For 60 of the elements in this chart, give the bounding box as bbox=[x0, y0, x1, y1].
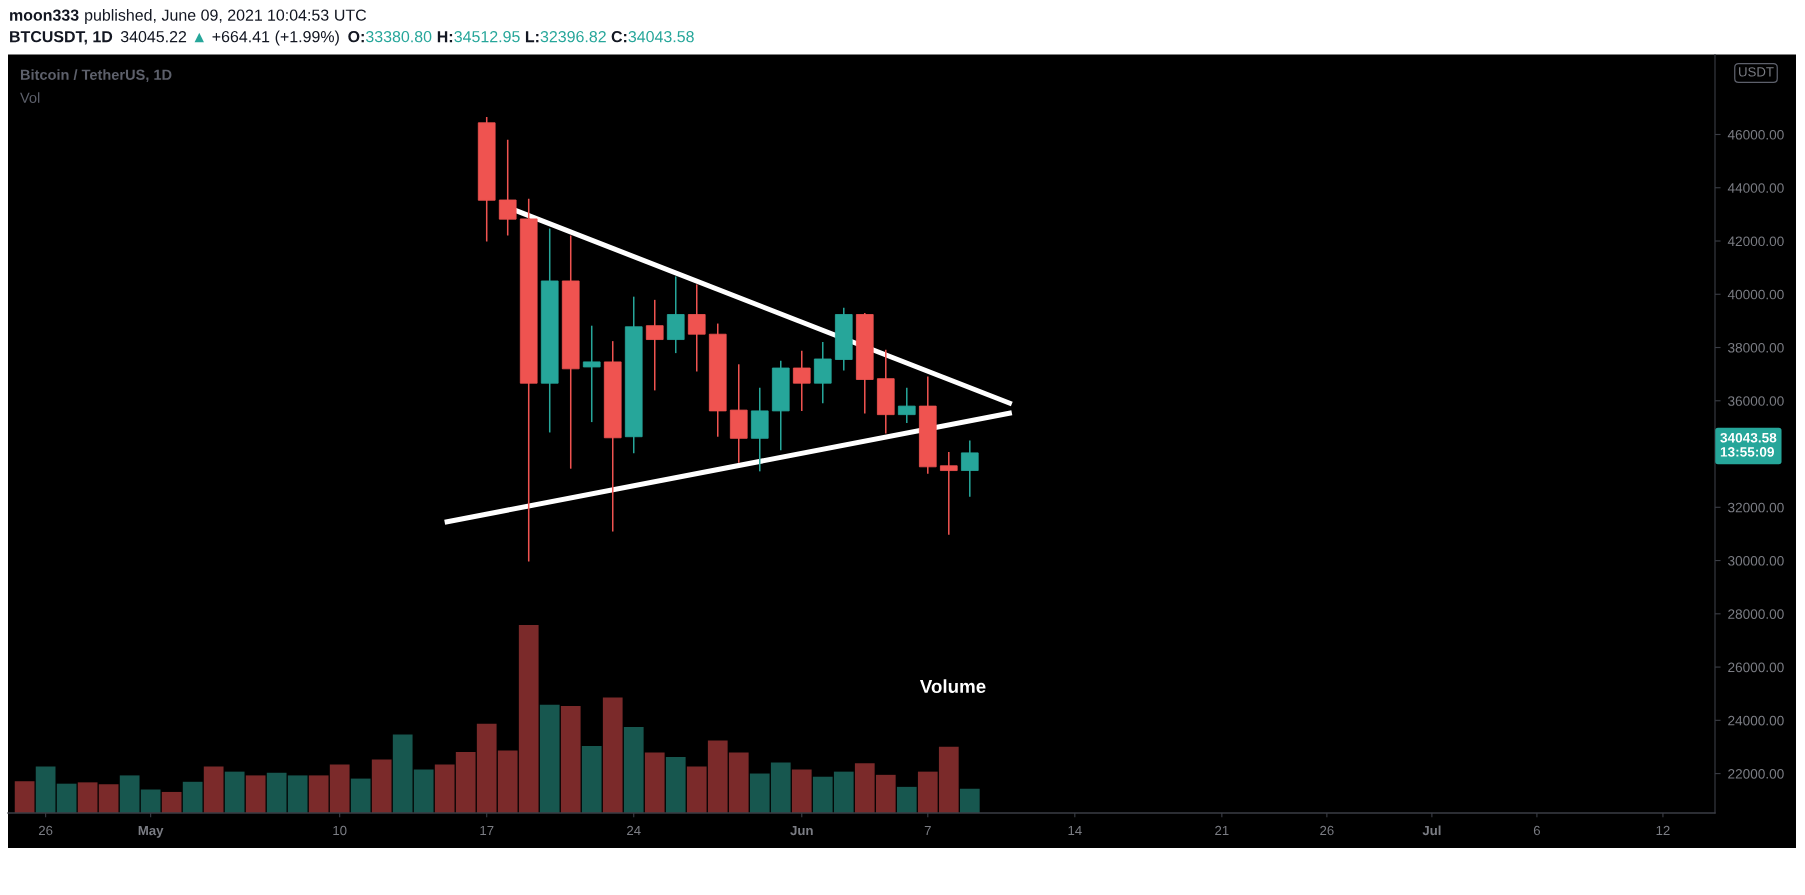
y-tick-label: 36000.00 bbox=[1728, 396, 1784, 406]
bar bbox=[644, 752, 665, 813]
x-tick-label: 7 bbox=[924, 825, 931, 836]
y-tick-label: 38000.00 bbox=[1728, 342, 1784, 353]
y-tick-label: 46000.00 bbox=[1727, 129, 1784, 140]
x-tick-label: 10 bbox=[333, 825, 347, 836]
candlestick bbox=[498, 139, 517, 237]
text: 34045.22 ▲ +664.41 (+1.99%) bbox=[120, 30, 339, 46]
y-tick-label: 28000.00 bbox=[1728, 609, 1784, 619]
chart-subtitle: BTCUSDT, 1D bbox=[10, 30, 113, 45]
x-tick-label: 26 bbox=[1320, 825, 1334, 836]
chart-title: moon333 published, June 09, 2021 10:04:53 UTC bbox=[10, 9, 367, 24]
y-tick-label: 22000.00 bbox=[1728, 769, 1784, 779]
bar bbox=[896, 786, 917, 813]
bar bbox=[161, 791, 182, 813]
bar bbox=[539, 704, 560, 813]
bar bbox=[245, 775, 266, 813]
bar bbox=[623, 726, 644, 813]
x-tick-label: 14 bbox=[1068, 825, 1082, 836]
candlestick bbox=[792, 349, 811, 412]
x-tick-label: Jul bbox=[1422, 825, 1441, 836]
x-tick-label: Jun bbox=[790, 825, 813, 836]
text: 34043.58 13:55:09 bbox=[1720, 432, 1777, 457]
bar bbox=[959, 788, 980, 813]
bar bbox=[602, 697, 623, 813]
y-tick-label: 24000.00 bbox=[1728, 715, 1784, 726]
bar bbox=[665, 756, 686, 813]
candlestick bbox=[939, 451, 958, 536]
x-tick-label: 24 bbox=[627, 825, 641, 836]
candlestick bbox=[645, 299, 664, 392]
bar bbox=[560, 706, 581, 813]
candlestick bbox=[897, 386, 916, 424]
x-tick-label: 21 bbox=[1215, 825, 1229, 836]
x-tick-label: 17 bbox=[480, 825, 494, 836]
x-tick-label: 12 bbox=[1656, 825, 1670, 836]
y-tick-label: 26000.00 bbox=[1728, 662, 1784, 673]
candlestick bbox=[582, 324, 601, 423]
bar bbox=[791, 769, 812, 813]
bar bbox=[371, 759, 392, 813]
text: USDT bbox=[1739, 67, 1774, 77]
bar bbox=[581, 746, 602, 813]
annotation: Bitcoin / TetherUS, 1D bbox=[20, 69, 172, 83]
bar bbox=[182, 781, 203, 813]
candlestick bbox=[960, 439, 979, 498]
x-tick-label: 6 bbox=[1533, 825, 1540, 836]
y-tick-label: 30000.00 bbox=[1728, 555, 1784, 566]
candlestick bbox=[687, 283, 706, 373]
y-tick-label: 40000.00 bbox=[1727, 289, 1784, 300]
x-tick-label: May bbox=[138, 825, 164, 838]
bar bbox=[350, 778, 371, 813]
x-tick-label: 26 bbox=[38, 825, 53, 836]
annotation: Vol bbox=[20, 92, 40, 103]
bar bbox=[224, 771, 245, 813]
bar bbox=[14, 781, 35, 813]
y-tick-label: 42000.00 bbox=[1727, 236, 1784, 247]
bar bbox=[203, 766, 224, 813]
y-tick-label: 44000.00 bbox=[1727, 183, 1784, 193]
text: O:33380.80 H:34512.95 L:32396.82 C:34043.58 bbox=[348, 30, 694, 43]
y-tick-label: 32000.00 bbox=[1728, 502, 1784, 513]
annotation: Volume bbox=[919, 679, 986, 694]
